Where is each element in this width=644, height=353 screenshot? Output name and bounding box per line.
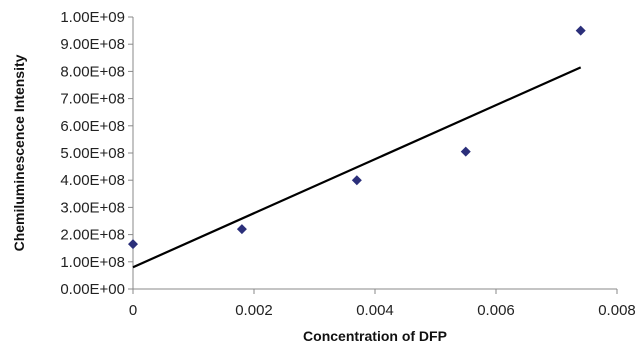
data-point [236,224,247,235]
y-tick-label: 6.00E+08 [60,118,125,135]
y-tick-label: 0.00E+00 [60,281,125,298]
x-tick-label: 0.002 [235,302,273,319]
y-tick-label: 1.00E+08 [60,254,125,271]
data-point [460,146,471,157]
y-tick-label: 1.00E+09 [60,9,125,26]
y-tick-label: 7.00E+08 [60,91,125,108]
trendline-group [132,66,582,269]
data-point [575,25,586,36]
x-axis-title: Concentration of DFP [303,328,447,344]
trendline [132,66,582,269]
y-tick-label: 2.00E+08 [60,227,125,244]
data-points [128,25,586,250]
y-axis-title: Chemiluminescence Intensity [11,54,27,251]
x-tick-label: 0.006 [477,302,515,319]
y-tick-label: 9.00E+08 [60,36,125,53]
y-tick-label: 8.00E+08 [60,63,125,80]
y-tick-label: 3.00E+08 [60,199,125,216]
x-tick-label: 0 [129,302,137,319]
x-tick-label: 0.004 [356,302,394,319]
y-tick-label: 5.00E+08 [60,145,125,162]
y-tick-label: 4.00E+08 [60,172,125,189]
data-point [128,239,138,250]
data-point [351,175,362,186]
y-axis-ticks: 0.00E+00 1.00E+08 2.00E+08 3.00E+08 4.00E+08… [60,9,133,298]
x-tick-label: 0.008 [598,302,636,319]
x-axis-ticks: 0 0.002 0.004 0.006 0.008 [129,289,636,319]
